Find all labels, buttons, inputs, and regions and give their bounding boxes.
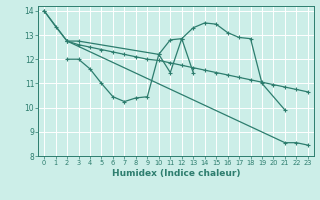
X-axis label: Humidex (Indice chaleur): Humidex (Indice chaleur)	[112, 169, 240, 178]
